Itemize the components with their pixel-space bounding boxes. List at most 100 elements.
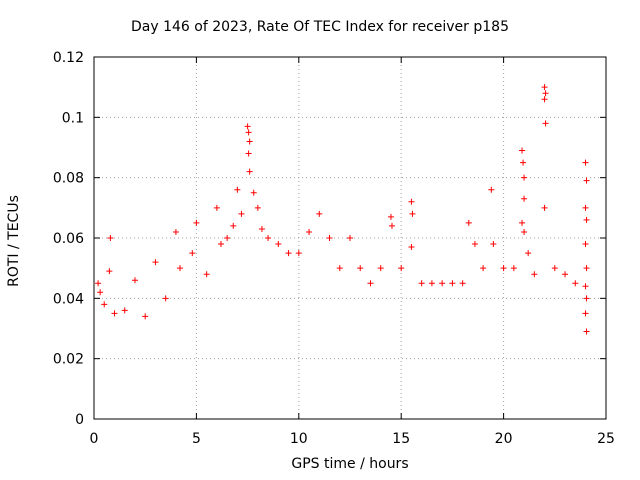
data-point — [245, 150, 252, 157]
data-point — [583, 265, 590, 272]
data-point — [177, 265, 184, 272]
data-point — [162, 295, 169, 302]
data-point — [542, 90, 549, 97]
data-point — [377, 265, 384, 272]
data-point — [398, 265, 405, 272]
data-point — [106, 268, 113, 275]
data-point — [562, 271, 569, 278]
data-point — [121, 307, 128, 314]
axis-ticks: 0 5 10 15 20 25 0 0.02 0.04 0.06 0.08 0.1 0.12 — [53, 50, 615, 447]
data-point — [217, 241, 224, 248]
data-point — [409, 210, 416, 217]
data-point — [521, 228, 528, 235]
data-point — [519, 147, 526, 154]
data-point — [95, 280, 102, 287]
data-point — [245, 129, 252, 136]
data-point — [480, 265, 487, 272]
data-point — [316, 210, 323, 217]
y-tick-label: 0 — [75, 412, 84, 428]
data-point — [347, 235, 353, 241]
data-point — [246, 168, 253, 175]
data-point — [285, 250, 292, 257]
x-tick-label: 5 — [192, 431, 201, 447]
data-point — [357, 265, 364, 272]
data-point — [295, 250, 302, 257]
data-point — [439, 280, 446, 287]
data-point — [193, 219, 200, 226]
data-point — [583, 216, 590, 223]
data-point — [246, 138, 253, 145]
data-point — [258, 225, 265, 232]
data-point — [244, 123, 251, 130]
data-point — [521, 195, 528, 202]
data-point — [500, 265, 507, 272]
data-point — [101, 301, 108, 308]
data-point — [490, 241, 497, 248]
data-point — [203, 271, 210, 278]
data-point — [582, 241, 589, 248]
data-point — [459, 280, 466, 287]
data-point — [408, 198, 415, 205]
y-tick-label: 0.12 — [53, 50, 84, 66]
data-point — [142, 313, 149, 320]
data-point — [531, 271, 538, 278]
data-point — [542, 120, 549, 127]
chart-title: Day 146 of 2023, Rate Of TEC Index for r… — [131, 19, 509, 35]
data-point — [250, 189, 257, 196]
data-point — [582, 159, 589, 166]
x-tick-label: 0 — [90, 431, 99, 447]
data-point — [541, 204, 548, 211]
data-point — [541, 96, 548, 103]
data-point — [408, 244, 415, 251]
data-point — [525, 250, 532, 257]
data-point — [275, 241, 282, 248]
data-point — [172, 228, 179, 235]
data-point — [572, 280, 579, 287]
data-point — [230, 222, 237, 229]
data-point — [541, 84, 548, 91]
data-point — [418, 280, 425, 287]
data-point — [306, 228, 313, 235]
data-point — [519, 219, 526, 226]
data-point — [131, 277, 138, 284]
data-point — [449, 280, 456, 287]
x-tick-label: 10 — [290, 431, 308, 447]
data-point — [510, 265, 517, 272]
data-point — [471, 241, 478, 248]
data-point — [213, 204, 220, 211]
y-tick-label: 0.1 — [62, 110, 84, 126]
data-point — [254, 204, 261, 211]
x-tick-label: 20 — [495, 431, 513, 447]
x-tick-label: 25 — [597, 431, 615, 447]
data-points — [95, 84, 590, 335]
data-point — [326, 235, 333, 241]
data-point — [367, 280, 374, 287]
data-point — [189, 250, 196, 257]
data-point — [520, 159, 527, 166]
y-tick-label: 0.06 — [53, 231, 84, 247]
x-tick-label: 15 — [392, 431, 410, 447]
data-point — [152, 259, 159, 266]
data-point — [234, 186, 241, 193]
y-tick-label: 0.04 — [53, 291, 84, 307]
y-tick-label: 0.08 — [53, 171, 84, 187]
data-point — [465, 219, 472, 226]
y-tick-label: 0.02 — [53, 352, 84, 368]
data-point — [521, 174, 528, 181]
data-point — [336, 265, 343, 272]
data-point — [583, 177, 590, 184]
data-point — [387, 213, 394, 220]
data-point — [111, 310, 118, 317]
data-point — [582, 283, 589, 290]
data-point — [583, 295, 590, 302]
data-point — [238, 210, 245, 217]
x-axis-label: GPS time / hours — [291, 456, 409, 472]
data-point — [583, 328, 590, 335]
data-point — [428, 280, 435, 287]
data-point — [97, 289, 104, 296]
data-point — [488, 186, 495, 193]
data-point — [224, 235, 231, 241]
data-point — [388, 222, 395, 229]
data-point — [582, 204, 589, 211]
